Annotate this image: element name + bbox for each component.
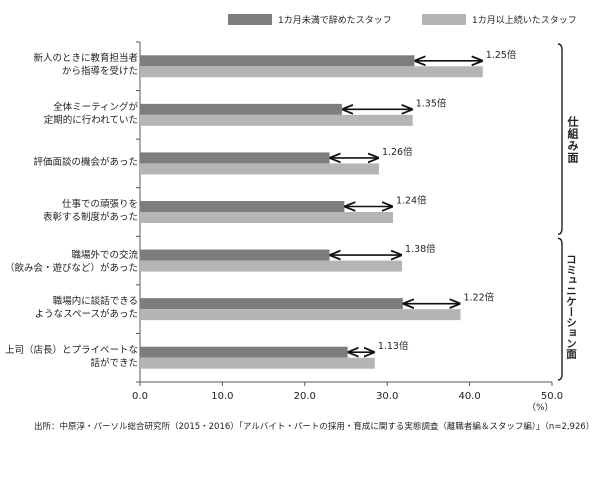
x-tick-label-2: 20.0: [294, 391, 316, 402]
group-label-system: 仕組み面: [566, 116, 579, 164]
group-bracket-1: [557, 237, 563, 381]
category-label-1: 全体ミーティングが 定期的に行われていた: [43, 102, 138, 126]
ratio-label-3: 1.24倍: [396, 195, 427, 207]
x-tick-label-0: 0.0: [132, 391, 148, 402]
category-label-5: 職場内に談話できる ようなスペースがあった: [34, 296, 138, 320]
x-tick-label-3: 30.0: [376, 391, 398, 402]
x-tick-label-1: 10.0: [211, 391, 233, 402]
bar-stayed-staff-2: [140, 163, 379, 175]
source-note: 出所：中原淳・パーソル総合研究所（2015・2016）「アルバイト・パートの採用…: [34, 422, 595, 432]
category-label-3: 仕事での頑張りを 表彰する制度があった: [42, 199, 138, 223]
legend-item-stayed-staff: 1カ月以上続いたスタッフ: [422, 12, 577, 26]
bar-stayed-staff-5: [140, 309, 461, 321]
bar-stayed-staff-4: [140, 260, 403, 272]
ratio-label-5: 1.22倍: [464, 292, 495, 304]
category-label-4: 職場外での交流 （飲み会・遊びなど）があった: [4, 250, 138, 274]
ratio-label-4: 1.38倍: [405, 243, 436, 255]
legend-swatch-left-staff: [228, 13, 272, 25]
group-bracket-0: [557, 43, 563, 235]
category-label-6: 上司（店長）とプライベートな 話ができた: [4, 345, 138, 369]
bar-left-staff-4: [140, 249, 330, 261]
bar-left-staff-0: [140, 55, 415, 67]
category-label-0: 新人のときに教育担当者 から指導を受けた: [33, 53, 138, 77]
x-tick-label-5: 50.0: [541, 391, 563, 402]
bar-left-staff-3: [140, 201, 345, 212]
legend-item-left-staff: 1カ月未満で辞めたスタッフ: [228, 12, 392, 26]
legend-label-stayed-staff: 1カ月以上続いたスタッフ: [472, 15, 577, 26]
bar-stayed-staff-3: [140, 212, 393, 223]
category-label-2: 評価面談の機会があった: [33, 157, 138, 168]
bar-left-staff-5: [140, 298, 403, 310]
x-axis-unit: （%）: [527, 403, 554, 413]
legend-label-left-staff: 1カ月未満で辞めたスタッフ: [278, 15, 392, 26]
bar-left-staff-2: [140, 152, 330, 164]
ratio-label-0: 1.25倍: [486, 49, 517, 61]
ratio-label-1: 1.35倍: [416, 97, 447, 109]
bar-stayed-staff-0: [140, 66, 483, 78]
bar-left-staff-6: [140, 346, 348, 358]
x-tick-label-4: 40.0: [458, 391, 480, 402]
bar-stayed-staff-1: [140, 114, 413, 126]
bar-stayed-staff-6: [140, 357, 375, 369]
ratio-label-2: 1.26倍: [382, 146, 413, 158]
bar-left-staff-1: [140, 103, 342, 115]
legend-swatch-stayed-staff: [422, 13, 466, 25]
ratio-label-6: 1.13倍: [378, 340, 409, 352]
group-label-communication: コミュニケーション面: [565, 254, 577, 359]
